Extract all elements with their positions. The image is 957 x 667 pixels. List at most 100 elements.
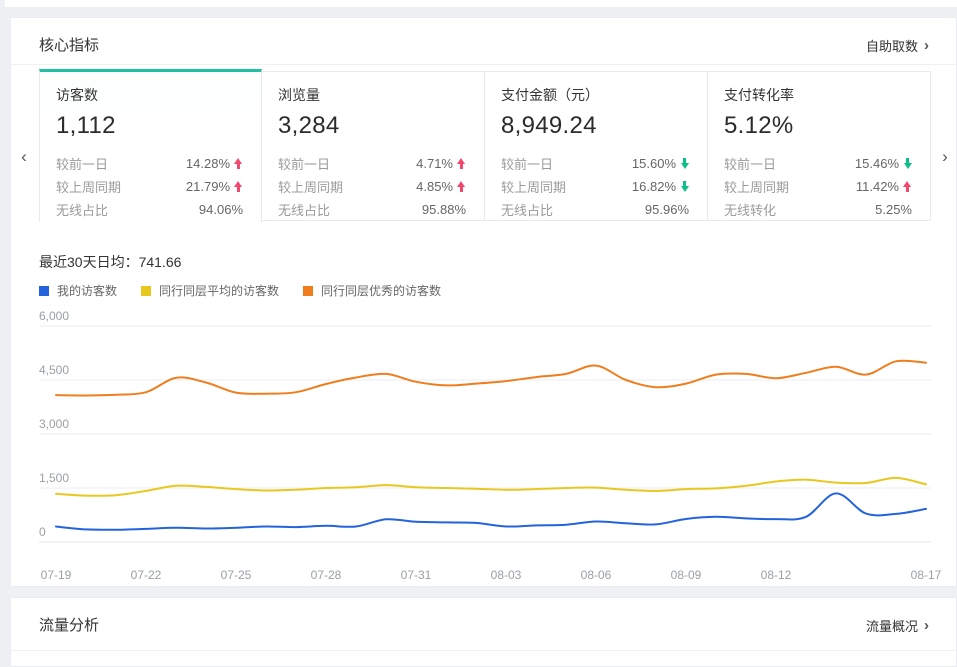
legend-item-0[interactable]: 我的访客数 [39, 282, 117, 299]
chevron-right-icon: › [924, 617, 929, 634]
row-value: 15.60% [631, 156, 676, 171]
header-divider [11, 650, 956, 651]
x-axis-tick-label: 07-25 [220, 568, 252, 582]
metric-value: 1,112 [56, 112, 116, 139]
row-label: 较前一日 [56, 157, 109, 172]
row-value: 16.82% [631, 179, 676, 194]
metric-row: 较前一日 15.60% [501, 152, 689, 175]
row-value: 4.71% [416, 156, 453, 171]
y-axis-tick-label: 1,500 [39, 471, 70, 485]
trend-arrow-icon [234, 181, 243, 192]
metric-row: 无线占比 95.96% [501, 198, 689, 221]
row-label: 较前一日 [278, 157, 331, 172]
metric-row: 无线占比 94.06% [56, 198, 243, 221]
metric-card-visitors[interactable]: 访客数 1,112 较前一日 14.28% 较上周同期 21.79% 无线占比 … [39, 69, 262, 222]
x-axis-tick-label: 07-31 [400, 568, 432, 582]
metric-title: 访客数 [56, 87, 98, 103]
x-axis-tick-label: 08-09 [670, 568, 702, 582]
trend-arrow-icon [903, 181, 912, 192]
metric-row: 较前一日 15.46% [724, 152, 912, 175]
previous-section-edge [5, 0, 957, 7]
row-value: 4.85% [416, 179, 453, 194]
series-line-1 [55, 476, 927, 497]
legend-swatch-icon [141, 285, 152, 296]
chart-legend: 我的访客数 同行同层平均的访客数 同行同层优秀的访客数 [39, 282, 441, 299]
x-axis-tick-label: 08-17 [910, 568, 942, 582]
metric-row: 较上周同期 21.79% [56, 175, 243, 198]
row-label: 较上周同期 [501, 180, 567, 195]
row-value: 11.42% [855, 179, 899, 194]
x-axis-tick-label: 08-06 [580, 568, 612, 582]
metric-row: 较前一日 4.71% [278, 152, 466, 175]
metric-title: 支付转化率 [724, 87, 794, 103]
x-axis-tick-label: 07-28 [310, 568, 342, 582]
row-label: 无线占比 [56, 203, 109, 218]
trend-arrow-icon [457, 158, 466, 169]
trend-arrow-icon [234, 158, 243, 169]
metric-card-conversion-rate[interactable]: 支付转化率 5.12% 较前一日 15.46% 较上周同期 11.42% 无线转… [708, 71, 931, 221]
x-axis-labels: 07-19 07-22 07-25 07-28 07-31 08-03 08-06 08-09… [39, 554, 942, 582]
metric-row: 无线转化 5.25% [724, 198, 912, 221]
row-label: 较前一日 [724, 157, 777, 172]
trend-arrow-icon [680, 181, 689, 192]
metric-value: 3,284 [278, 112, 340, 139]
metric-row: 较上周同期 16.82% [501, 175, 689, 198]
chart-average-title: 最近30天日均：741.66 [39, 254, 182, 270]
metric-card-pageviews[interactable]: 浏览量 3,284 较前一日 4.71% 较上周同期 4.85% 无线占比 95… [262, 71, 485, 221]
row-value: 95.88% [421, 202, 466, 217]
self-service-data-link[interactable]: 自助取数 › [866, 36, 929, 55]
row-value: 15.46% [854, 156, 899, 171]
metric-rows: 较前一日 4.71% 较上周同期 4.85% 无线占比 95.88% [278, 152, 466, 221]
row-value: 5.25% [875, 202, 912, 217]
metric-row: 较上周同期 11.42% [724, 175, 912, 198]
chevron-right-icon: › [924, 37, 929, 54]
legend-item-2[interactable]: 同行同层优秀的访客数 [303, 282, 441, 299]
cards-prev-button[interactable]: ‹ [21, 147, 27, 166]
row-label: 较上周同期 [56, 180, 122, 195]
metric-card-payment-amount[interactable]: 支付金额（元） 8,949.24 较前一日 15.60% 较上周同期 16.82… [485, 71, 708, 221]
metric-value: 8,949.24 [501, 112, 597, 139]
traffic-analysis-panel: 流量分析 流量概况 › [10, 597, 957, 667]
x-axis-tick-label: 08-12 [760, 568, 792, 582]
trend-arrow-icon [457, 181, 466, 192]
x-axis-tick-label: 07-19 [40, 568, 72, 582]
metric-cards-row: 访客数 1,112 较前一日 14.28% 较上周同期 21.79% 无线占比 … [39, 69, 931, 222]
row-value: 94.06% [198, 202, 243, 217]
self-service-data-label: 自助取数 [865, 39, 918, 54]
row-label: 较上周同期 [278, 180, 344, 195]
traffic-analysis-title: 流量分析 [39, 617, 100, 634]
row-label: 较前一日 [501, 157, 554, 172]
row-label: 较上周同期 [724, 180, 790, 195]
core-metrics-panel: 核心指标 自助取数 › ‹ › 访客数 1,112 较前一日 14.28% 较上… [10, 17, 957, 587]
series-line-2 [55, 359, 927, 397]
row-label: 无线占比 [501, 203, 554, 218]
legend-swatch-icon [39, 285, 49, 296]
core-metrics-title: 核心指标 [39, 37, 100, 54]
traffic-overview-label: 流量概况 [865, 619, 918, 634]
y-axis-tick-label: 4,500 [39, 363, 70, 377]
series-line-0 [55, 492, 927, 531]
row-value: 21.79% [185, 179, 230, 194]
legend-label: 同行同层平均的访客数 [159, 284, 280, 298]
y-axis-tick-label: 0 [39, 525, 46, 539]
legend-label: 我的访客数 [57, 284, 118, 298]
legend-label: 同行同层优秀的访客数 [321, 284, 442, 298]
trend-arrow-icon [903, 158, 912, 169]
legend-swatch-icon [303, 285, 314, 296]
metric-title: 支付金额（元） [501, 87, 599, 103]
visitors-line-chart: 0 1,500 3,000 4,500 6,000 [39, 309, 931, 550]
metric-rows: 较前一日 14.28% 较上周同期 21.79% 无线占比 94.06% [56, 152, 243, 221]
row-label: 无线占比 [278, 203, 331, 218]
cards-next-button[interactable]: › [942, 147, 948, 166]
x-axis-tick-label: 08-03 [490, 568, 522, 582]
traffic-overview-link[interactable]: 流量概况 › [866, 616, 929, 635]
row-value: 95.96% [644, 202, 689, 217]
legend-item-1[interactable]: 同行同层平均的访客数 [141, 282, 279, 299]
row-label: 无线转化 [724, 203, 777, 218]
metric-row: 较前一日 14.28% [56, 152, 243, 175]
y-axis-tick-label: 6,000 [39, 309, 70, 323]
y-axis-tick-label: 3,000 [39, 417, 70, 431]
header-divider [11, 64, 956, 65]
line-chart-svg [39, 325, 931, 543]
